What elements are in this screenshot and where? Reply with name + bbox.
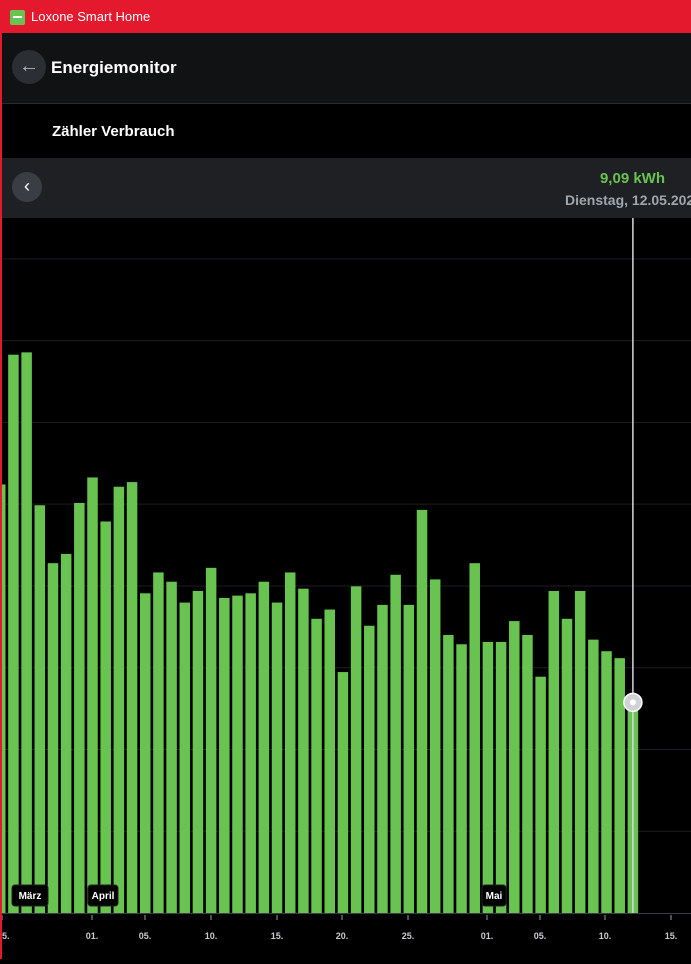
chart-bar [588,639,599,913]
window-titlebar: Loxone Smart Home [0,0,691,33]
window-title: Loxone Smart Home [31,9,151,24]
window-frame-left [0,33,2,959]
chart-bar [469,563,480,913]
chart-bar [21,352,32,913]
chart-bar [34,505,46,913]
loxone-logo-icon [10,10,25,25]
x-tick-label: 15. [665,931,678,941]
chart-bar [271,602,283,913]
selected-date-readout: Dienstag, 12.05.202 [565,192,691,208]
x-tick-label: 10. [205,931,218,941]
x-tick-label: 5. [2,931,10,941]
chart-bar [8,354,19,913]
chart-bar [561,618,573,913]
chart-bar [574,590,586,913]
chart-bar [166,581,177,913]
x-tick-label: 05. [534,931,547,941]
chart-bar [364,625,375,913]
chart-bar [232,595,243,913]
page-title: Energiemonitor [51,58,177,77]
chart-bar [429,579,441,913]
chart-bar [522,635,533,913]
month-marker-badge [87,884,119,907]
chart-bar [403,604,415,913]
month-marker-badge [11,884,49,907]
month-marker-label: März [19,891,42,902]
x-tick-label: 05. [139,931,152,941]
x-tick-label: 01. [481,931,494,941]
chart-bar [113,486,125,913]
chart-bar [377,604,388,913]
chart-bar [298,588,309,913]
chart-bar [0,484,6,913]
chart-bar [548,590,560,913]
consumption-chart[interactable]: 5. 01. 05. 10. 15. 20. 25. 01. 05. 10. 15. März Apri… [0,218,691,959]
chevron-left-icon: ‹ [24,176,30,196]
chart-bar [74,502,85,913]
chart-bar [245,593,256,913]
chart-bar [192,590,204,913]
chart-bar [509,621,520,913]
chart-bar [311,618,322,913]
back-button[interactable]: ← [12,50,46,84]
meter-title: Zähler Verbrauch [52,123,175,140]
selected-value-readout: 9,09 kWh [599,170,665,187]
chart-bar [153,572,164,913]
chart-bar [614,658,625,913]
chart-bar [416,509,428,913]
chart-bar [219,597,230,913]
chart-bar [179,602,191,913]
x-tick-label: 10. [599,931,612,941]
month-marker-badge [481,884,507,907]
chart-bar [324,609,335,913]
chart-bar [390,574,401,913]
x-tick-label: 15. [271,931,284,941]
chart-bar [337,672,349,913]
chart-bar [60,553,72,913]
chart-bar [139,593,151,913]
x-tick-label: 25. [402,931,415,941]
chart-bar [456,644,467,913]
x-tick-label: 20. [336,931,349,941]
chart-bar [482,641,494,913]
chart-bar [443,635,454,913]
month-marker-label: April [92,891,115,902]
chart-bar [258,581,270,913]
chart-bar [100,521,111,913]
arrow-left-icon: ← [19,55,39,77]
chart-bar [284,572,296,913]
page-header: ← Energiemonitor [2,33,691,104]
selection-cursor-dot [629,699,636,706]
month-marker-label: Mai [486,891,503,902]
chart-bar [47,563,59,913]
chart-bar [205,567,217,913]
chart-navigation-bar: ‹ 9,09 kWh Dienstag, 12.05.202 [2,158,691,218]
previous-period-button[interactable]: ‹ [12,172,42,202]
meter-subheader: Zähler Verbrauch [2,104,691,158]
x-tick-label: 01. [86,931,99,941]
chart-bar [87,477,98,913]
chart-bar [495,641,507,913]
chart-bar [601,651,612,913]
chart-bar [350,586,362,913]
chart-bar [126,482,138,913]
chart-bar [535,676,546,913]
